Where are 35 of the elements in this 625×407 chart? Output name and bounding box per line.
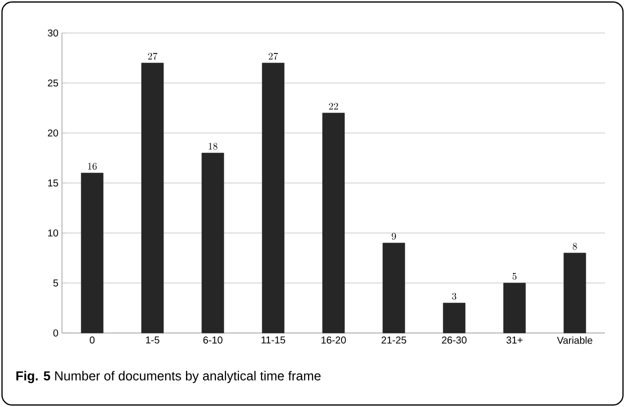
x-tick-label: Variable <box>556 336 592 344</box>
data-label: 9 <box>392 232 396 240</box>
data-label: 16 <box>88 162 97 170</box>
bar <box>262 62 284 334</box>
y-tick-label: 30 <box>48 29 58 37</box>
bar <box>322 112 345 334</box>
data-label: 5 <box>512 272 516 280</box>
x-tick-label: 0 <box>90 336 95 344</box>
x-tick-label: 26-30 <box>442 336 467 344</box>
y-tick-label: 0 <box>53 329 58 337</box>
x-tick-label: 21-25 <box>382 336 406 344</box>
y-tick-label: 20 <box>48 129 58 137</box>
x-tick-label: 31+ <box>506 336 522 344</box>
y-tick-label: 25 <box>48 79 58 87</box>
data-label: 8 <box>572 242 577 250</box>
x-tick-label: 11-15 <box>262 336 286 344</box>
y-tick-label: 5 <box>53 280 58 286</box>
bar <box>382 242 406 334</box>
data-label: 27 <box>148 52 158 60</box>
bar <box>141 62 164 334</box>
data-label: 22 <box>329 102 338 110</box>
bar <box>564 252 586 334</box>
bar <box>202 152 224 334</box>
text: Fig. 5 Number of documents by analytical time frame <box>16 370 321 384</box>
data-label: 18 <box>208 142 218 150</box>
y-tick-label: 15 <box>48 180 58 186</box>
x-tick-label: 1-5 <box>146 336 160 344</box>
x-tick-label: 16-20 <box>322 336 346 344</box>
bar <box>442 302 466 334</box>
bar <box>503 282 526 334</box>
data-label: 27 <box>268 52 278 60</box>
y-tick-label: 10 <box>48 229 58 237</box>
x-tick-label: 6-10 <box>203 336 222 344</box>
data-label: 3 <box>452 292 456 300</box>
bar <box>80 172 104 334</box>
